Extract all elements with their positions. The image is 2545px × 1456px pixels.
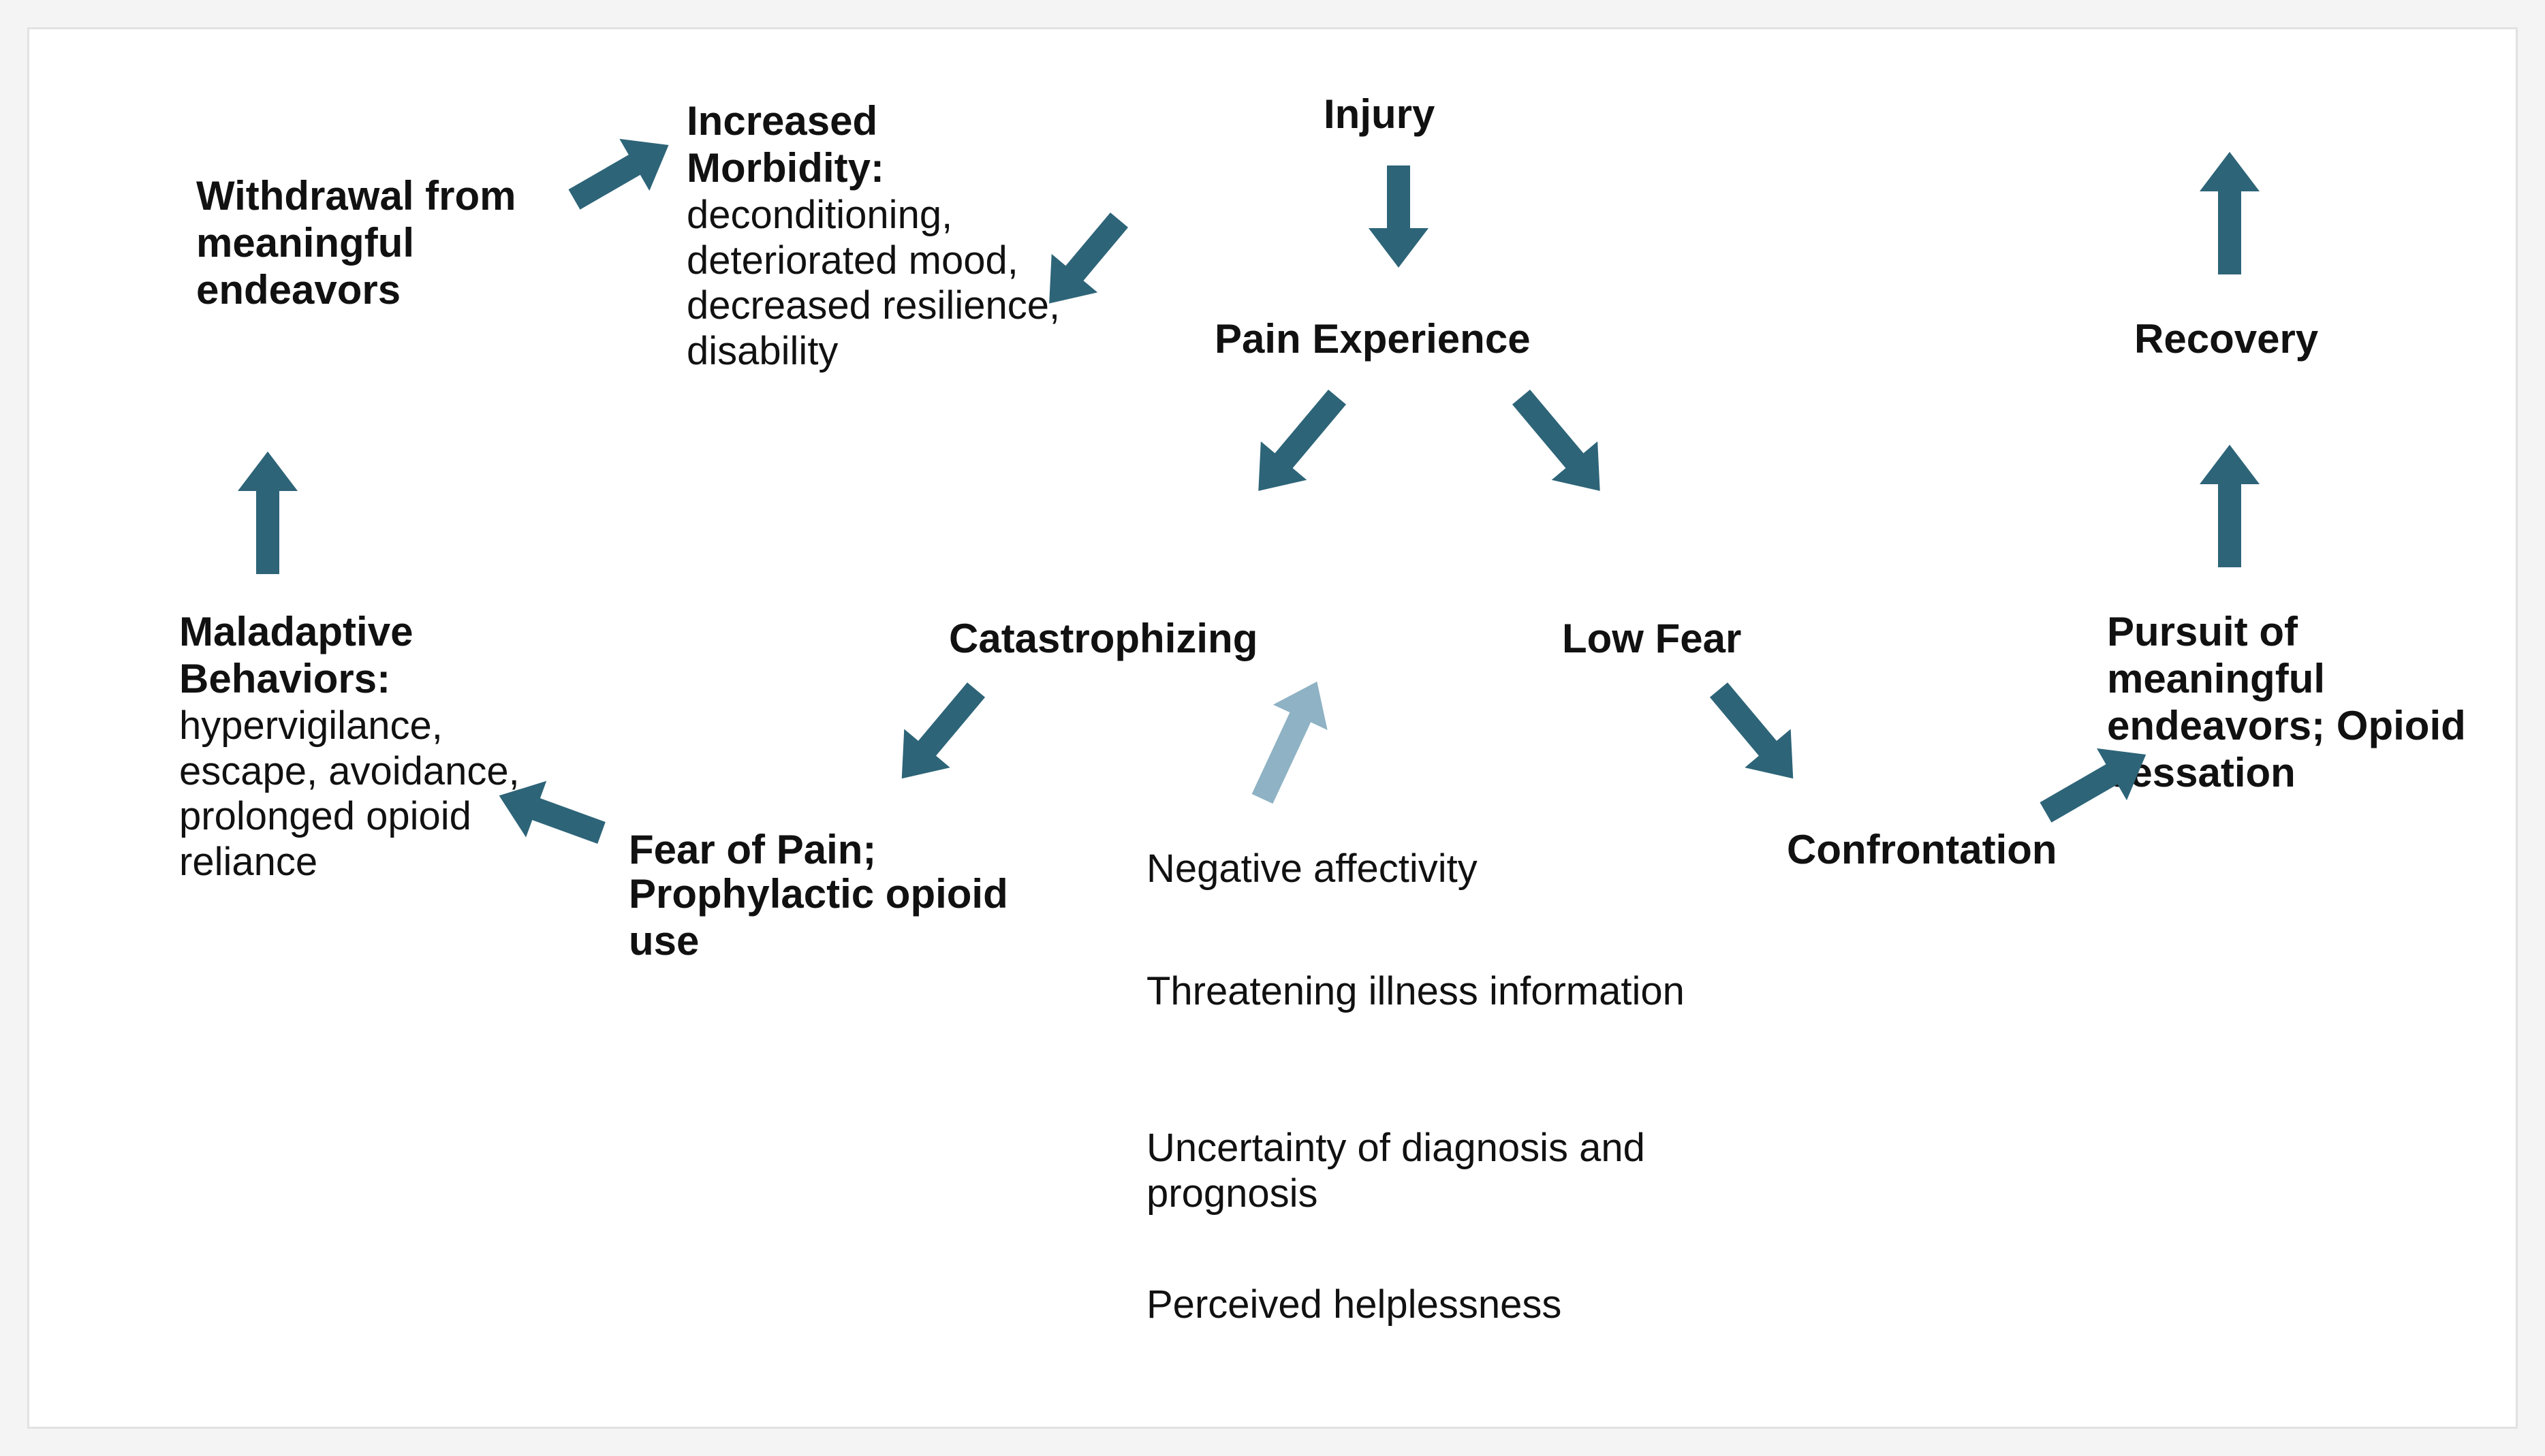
node-helpless: Perceived helplessness <box>1146 1282 1726 1328</box>
arrow-shape-lowfear-to-confront <box>1696 671 1816 798</box>
arrow-shape-malad-to-withdraw <box>238 452 298 574</box>
node-morbid_b: deconditioning, deteriorated mood, decre… <box>687 193 1068 375</box>
arrow-pain-to-lowfear <box>1498 378 1623 510</box>
node-uncert: Uncertainty of diagnosis and prognosis <box>1146 1126 1726 1216</box>
arrow-shape-recovery-to-top <box>2200 152 2260 274</box>
arrow-shape-contrib-to-catastroph <box>1235 669 1344 811</box>
node-injury: Injury <box>1324 91 1596 138</box>
node-pursuit: Pursuit of meaningful endeavors; Opioid … <box>2107 608 2482 796</box>
node-neg_aff: Negative affectivity <box>1146 846 1691 892</box>
node-malad_t: Maladaptive Behaviors: <box>179 608 588 702</box>
arrow-injury-to-pain <box>1369 165 1428 268</box>
arrow-lowfear-to-confront <box>1696 671 1816 798</box>
arrow-shape-injury-to-pain <box>1369 165 1428 268</box>
node-lowfear: Low Fear <box>1562 615 1903 662</box>
arrow-pursuit-to-recovery <box>2200 445 2260 567</box>
arrow-catastroph-to-fear <box>879 671 999 798</box>
arrow-shape-pain-to-catastroph <box>1236 378 1360 510</box>
arrow-shape-pain-to-lowfear <box>1498 378 1623 510</box>
node-catastroph: Catastrophizing <box>949 615 1426 662</box>
node-withdraw: Withdrawal from meaningful endeavors <box>196 172 584 313</box>
arrow-pain-to-catastroph <box>1236 378 1360 510</box>
arrow-recovery-to-top <box>2200 152 2260 274</box>
node-fearpain_t: Fear of Pain; <box>629 826 1037 873</box>
node-pain: Pain Experience <box>1215 315 1691 362</box>
node-morbid_t: Increased Morbidity: <box>687 97 1068 191</box>
page-outer: Injury Pain Experience Catastrophizing Low … <box>0 0 2545 1456</box>
diagram-canvas: Injury Pain Experience Catastrophizing Low … <box>27 27 2518 1429</box>
node-confront: Confrontation <box>1787 826 2196 873</box>
node-fearpain_b: Prophylactic opioid use <box>629 870 1037 964</box>
arrow-contrib-to-catastroph <box>1235 669 1344 811</box>
node-threat: Threatening illness information <box>1146 969 1691 1015</box>
arrow-shape-pursuit-to-recovery <box>2200 445 2260 567</box>
arrow-shape-catastroph-to-fear <box>879 671 999 798</box>
node-recovery: Recovery <box>2134 315 2475 362</box>
arrow-malad-to-withdraw <box>238 452 298 574</box>
